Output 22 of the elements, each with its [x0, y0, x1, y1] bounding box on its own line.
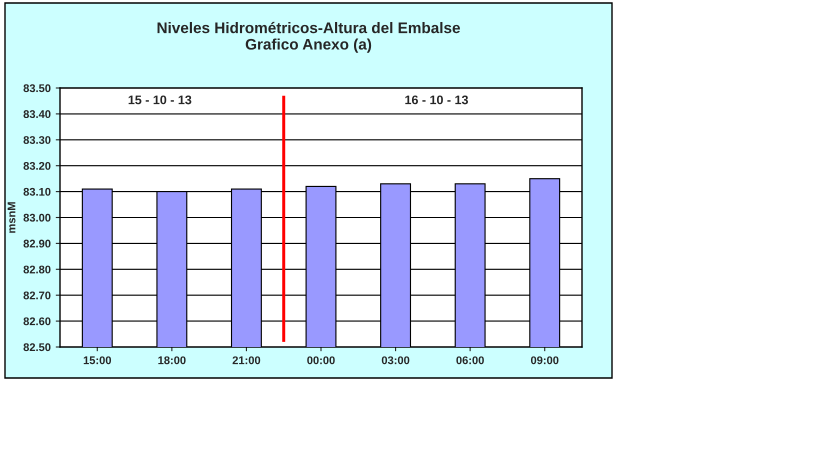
- annotation: 16 - 10 - 13: [405, 95, 468, 104]
- y-tick-label: 83.30: [24, 136, 51, 144]
- x-tick-label: 15:00: [84, 356, 112, 364]
- x-tick-label: 09:00: [530, 356, 558, 364]
- y-tick-label: 82.90: [24, 240, 51, 248]
- x-tick-label: 06:00: [456, 356, 484, 364]
- y-tick-label: 83.00: [24, 214, 51, 222]
- y-tick-label: 82.70: [24, 291, 51, 300]
- y-tick-label: 82.80: [24, 266, 51, 274]
- y-tick-label: 83.40: [24, 110, 51, 118]
- y-tick-label: 82.60: [24, 317, 51, 326]
- y-tick-label: 83.20: [24, 162, 51, 170]
- y-axis-title: msnM: [8, 202, 16, 233]
- x-tick-label: 00:00: [307, 356, 335, 364]
- chart-title: Niveles Hidrométricos-Altura del Embalse Grafico Anexo (a): [158, 22, 460, 53]
- y-tick-label: 82.50: [24, 343, 51, 352]
- y-tick-label: 83.10: [24, 188, 51, 196]
- annotation: 15 - 10 - 13: [128, 95, 192, 104]
- y-tick-label: 83.50: [24, 84, 51, 92]
- x-tick-label: 03:00: [382, 356, 410, 364]
- x-tick-label: 18:00: [158, 356, 186, 364]
- x-tick-label: 21:00: [232, 356, 260, 364]
